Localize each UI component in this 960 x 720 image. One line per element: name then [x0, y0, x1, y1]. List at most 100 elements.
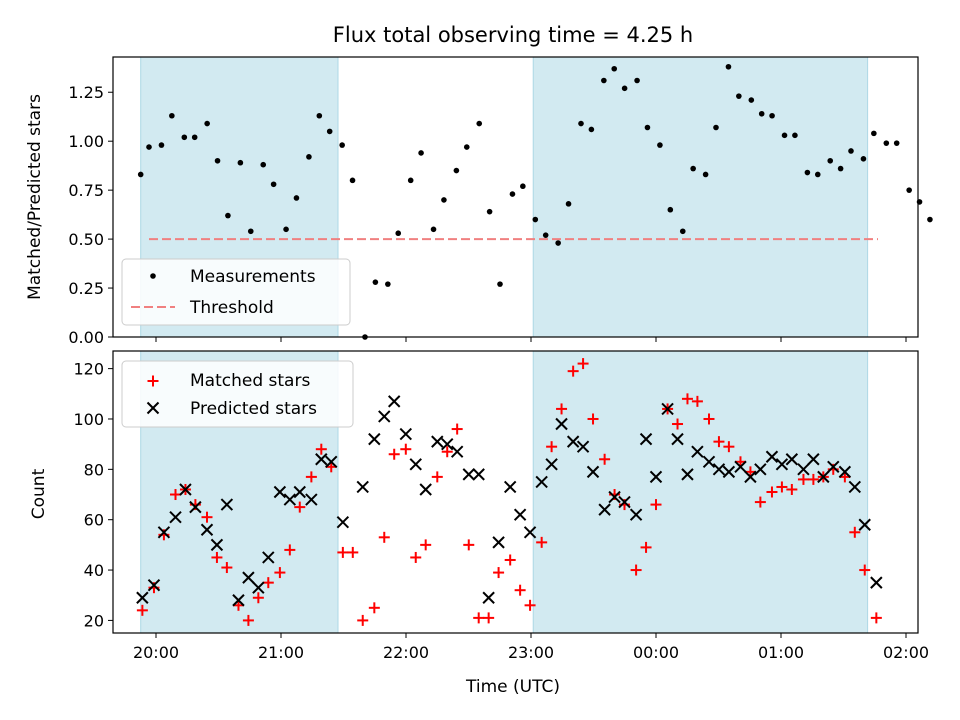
matched-point-22 — [368, 602, 380, 614]
predicted-point-69 — [870, 576, 883, 589]
measurement-point-31 — [486, 208, 493, 215]
top-y-tick-label-4: 1.00 — [68, 132, 104, 151]
predicted-point-40 — [566, 435, 580, 448]
matched-point-7 — [211, 551, 223, 563]
matched-point-28 — [431, 471, 443, 483]
matched-point-52 — [681, 393, 693, 405]
measurement-point-43 — [621, 85, 628, 92]
top-y-tick-label-3: 0.75 — [68, 181, 104, 200]
top-y-tick-label-0: 0.00 — [68, 328, 104, 347]
measurement-point-7 — [214, 157, 221, 164]
measurement-point-34 — [520, 183, 526, 190]
predicted-point-57 — [744, 470, 757, 484]
matched-point-10 — [242, 614, 254, 626]
matched-point-69 — [859, 564, 871, 576]
predicted-point-47 — [639, 432, 653, 446]
measurement-point-21 — [372, 279, 379, 285]
matched-point-33 — [483, 612, 495, 624]
measurement-point-48 — [679, 228, 686, 235]
matched-point-15 — [294, 501, 306, 513]
measurement-point-56 — [769, 112, 775, 119]
matched-point-56 — [723, 441, 735, 453]
matched-point-49 — [650, 499, 662, 511]
predicted-point-16 — [305, 493, 318, 506]
predicted-point-1 — [147, 578, 161, 592]
bottom-shaded-interval-1 — [532, 350, 869, 634]
predicted-point-55 — [722, 465, 736, 479]
matched-point-17 — [315, 443, 327, 455]
predicted-point-34 — [503, 480, 517, 494]
measurement-point-4 — [181, 134, 188, 141]
top-y-axis-label: Matched/Predicted stars — [25, 94, 45, 300]
bottom-legend-box — [121, 360, 354, 428]
measurement-point-23 — [395, 230, 402, 237]
measurement-point-50 — [702, 171, 709, 178]
measurement-point-40 — [588, 126, 595, 133]
predicted-point-9 — [232, 594, 245, 607]
measurement-point-36 — [542, 232, 549, 238]
measurement-point-27 — [441, 197, 447, 203]
predicted-point-66 — [838, 465, 852, 479]
measurement-point-58 — [792, 132, 798, 139]
measurement-point-66 — [883, 140, 890, 146]
matched-point-0 — [136, 604, 148, 616]
legend-matched-label: Matched stars — [190, 371, 310, 391]
measurement-point-6 — [204, 120, 210, 127]
matched-point-42 — [577, 358, 589, 370]
top-plot-frame — [112, 56, 919, 338]
top-legend-box — [121, 258, 351, 326]
matched-point-40 — [556, 403, 568, 415]
predicted-point-44 — [608, 490, 621, 504]
measurement-point-70 — [927, 216, 933, 223]
measurement-point-53 — [736, 93, 742, 99]
predicted-point-19 — [336, 516, 350, 529]
legend-measurements-label: Measurements — [190, 267, 316, 287]
matched-point-68 — [849, 526, 861, 538]
predicted-point-26 — [419, 483, 432, 496]
measurement-point-14 — [293, 195, 300, 201]
measurement-point-45 — [644, 124, 651, 131]
matched-point-41 — [567, 365, 579, 377]
matched-point-59 — [754, 496, 766, 508]
measurement-point-16 — [316, 112, 323, 119]
predicted-point-4 — [179, 483, 192, 496]
predicted-point-37 — [535, 475, 548, 489]
measurement-point-3 — [169, 112, 175, 119]
top-y-tick-label-1: 0.25 — [68, 279, 104, 298]
predicted-point-41 — [576, 440, 590, 453]
measurement-point-67 — [893, 140, 900, 146]
matched-point-19 — [337, 546, 349, 558]
measurement-point-12 — [270, 181, 277, 188]
measurement-point-62 — [837, 165, 844, 172]
matched-point-14 — [284, 544, 296, 556]
predicted-point-6 — [200, 523, 214, 536]
matched-point-60 — [766, 486, 778, 498]
measurement-point-38 — [565, 201, 572, 207]
measurement-point-51 — [713, 124, 719, 131]
bottom-y-tick-label-1: 40 — [84, 561, 104, 580]
measurement-point-9 — [237, 159, 244, 166]
matched-point-48 — [640, 541, 652, 553]
measurement-point-63 — [848, 148, 854, 154]
matched-point-61 — [776, 481, 788, 493]
bottom-panel: 20 40 60 80 100 120 20:00 21:00 22:00 23:00 00:00 0… — [73, 350, 929, 662]
predicted-point-20 — [356, 480, 369, 494]
bottom-y-tick-label-0: 20 — [84, 611, 104, 630]
bottom-y-tick-label-5: 120 — [73, 360, 104, 379]
top-panel: 0.00 0.25 0.50 0.75 1.00 1.25 Measurements Thre… — [68, 56, 933, 347]
predicted-point-5 — [189, 500, 202, 514]
matched-point-70 — [870, 612, 882, 624]
matched-point-37 — [524, 599, 536, 611]
measurement-point-22 — [385, 281, 391, 287]
legend-predicted-marker — [146, 401, 160, 415]
predicted-point-67 — [848, 480, 862, 494]
predicted-point-48 — [649, 470, 663, 484]
x-tick-label-3: 23:00 — [508, 643, 554, 662]
predicted-point-0 — [136, 591, 149, 604]
bottom-y-axis-label: Count — [29, 468, 49, 519]
predicted-point-36 — [523, 526, 537, 539]
bottom-y-tick-label-4: 100 — [73, 410, 104, 429]
predicted-point-12 — [262, 551, 275, 564]
predicted-point-25 — [409, 458, 422, 471]
matched-point-3 — [170, 489, 182, 501]
